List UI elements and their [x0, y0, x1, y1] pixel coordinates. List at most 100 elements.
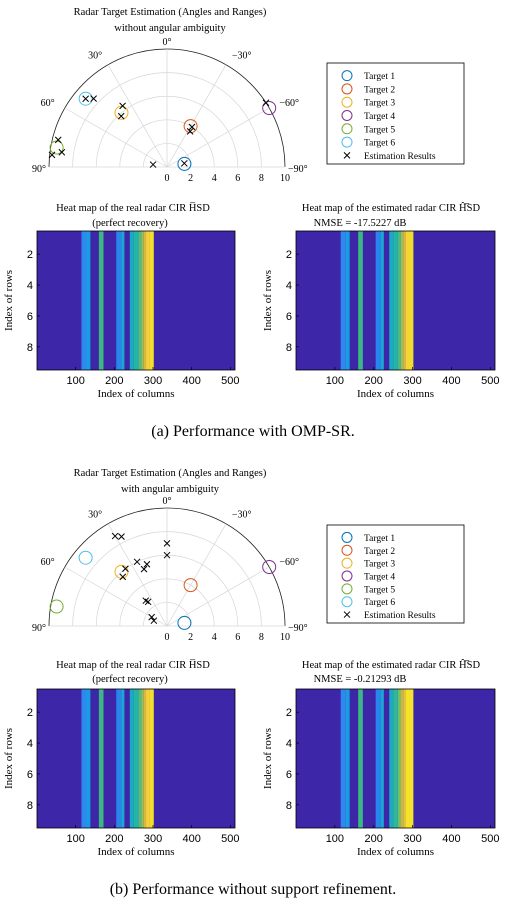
polar-chart-b: 0° 30° 60° 90° −30° −60° −90° 0 2 4 6 8 10	[32, 496, 308, 643]
y-tick-label: 6	[27, 769, 33, 781]
polar-chart-a: 0° 30° 60° 90° −30° −60° −90° 0 2 4 6 8 10	[32, 37, 308, 184]
polar-title-line2-a: without angular ambiguity	[114, 23, 226, 34]
heatmap-real-b: 100 200 300 400 500 2 4 6 8 Index of columns Index…	[3, 688, 240, 858]
estimate-marker	[144, 598, 152, 606]
legend-marker	[343, 611, 351, 618]
polar-theta-tick: −90°	[288, 164, 308, 175]
legend-marker	[341, 70, 353, 82]
heatmap-stripe	[143, 231, 147, 370]
y-tick-label: 6	[27, 311, 33, 323]
legend-marker	[341, 557, 353, 569]
panel-b: Radar Target Estimation (Angles and Rang…	[3, 468, 500, 898]
x-tick-label: 100	[66, 375, 84, 387]
legend-marker	[341, 531, 353, 543]
x-tick-label: 500	[481, 833, 499, 845]
y-tick-label: 2	[286, 707, 292, 719]
heatmap-stripe	[149, 231, 154, 370]
y-tick-label: 6	[286, 769, 292, 781]
heatmap-stripe	[403, 689, 406, 828]
heatmap-left-title-line2-b: (perfect recovery)	[92, 674, 168, 685]
legend-marker	[341, 96, 353, 108]
y-axis-label: Index of rows	[262, 728, 274, 789]
polar-theta-tick: 0°	[163, 37, 172, 48]
heatmap-stripe	[380, 689, 384, 828]
heatmap-right-title-line1-b: Heat map of the estimated radar CIR Ĥ̅SD	[302, 659, 481, 671]
caption-b: (b) Performance without support refineme…	[110, 881, 397, 898]
polar-spoke	[107, 523, 168, 627]
heatmap-stripe	[405, 231, 410, 370]
heatmap-right-title-line2-b: NMSE = -0.21293 dB	[314, 674, 407, 685]
estimate-marker	[54, 136, 62, 144]
polar-theta-tick: −30°	[232, 51, 252, 62]
estimate-marker	[118, 533, 125, 540]
heatmap-stripe	[146, 231, 150, 370]
legend-label: Target 6	[364, 598, 395, 608]
x-tick-label: 500	[221, 375, 239, 387]
legend-marker	[343, 152, 351, 159]
heatmap-stripe	[400, 689, 404, 828]
target-marker	[78, 91, 93, 106]
y-tick-label: 4	[27, 738, 33, 750]
estimate-marker	[142, 597, 150, 605]
polar-r-tick: 4	[212, 632, 217, 643]
target-marker	[183, 578, 198, 593]
estimate-marker	[119, 102, 126, 110]
x-axis-label: Index of columns	[98, 846, 175, 858]
legend-label: Target 2	[364, 547, 395, 557]
legend-marker	[341, 570, 353, 582]
polar-theta-tick: −60°	[279, 98, 299, 109]
legend-marker	[341, 544, 353, 556]
x-tick-label: 200	[105, 375, 123, 387]
polar-r-tick: 8	[259, 173, 264, 184]
polar-r-tick: 6	[235, 632, 240, 643]
legend-marker	[341, 123, 353, 135]
y-tick-label: 2	[27, 249, 33, 261]
polar-theta-tick: 0°	[163, 496, 172, 507]
heatmap-stripe	[86, 689, 91, 828]
heatmap-stripe	[393, 689, 398, 828]
polar-r-tick: 0	[165, 632, 170, 643]
y-tick-label: 8	[27, 342, 33, 354]
x-tick-label: 300	[144, 375, 162, 387]
legend-label: Estimation Results	[364, 611, 436, 621]
heatmap-frame	[295, 230, 496, 371]
polar-r-tick: 0	[165, 173, 170, 184]
polar-r-tick: 10	[280, 632, 290, 643]
polar-r-tick: 2	[188, 632, 193, 643]
heatmap-stripe	[345, 231, 350, 370]
polar-theta-tick: 30°	[88, 510, 102, 521]
legend-label: Target 2	[364, 85, 395, 95]
heatmap-stripe	[141, 231, 144, 370]
estimate-marker	[119, 573, 127, 581]
y-tick-label: 6	[286, 311, 292, 323]
polar-title-line2-b: with angular ambiguity	[121, 484, 220, 495]
heatmap-stripe	[138, 231, 142, 370]
y-axis-label: Index of rows	[3, 270, 15, 331]
heatmap-stripe	[149, 689, 154, 828]
estimate-marker	[149, 161, 157, 168]
x-tick-label: 400	[183, 833, 201, 845]
estimate-marker	[163, 540, 171, 547]
legend-marker	[341, 110, 353, 121]
polar-r-tick: 4	[212, 173, 217, 184]
target-marker	[183, 119, 198, 134]
y-tick-label: 8	[27, 800, 33, 812]
heatmap-stripe	[393, 231, 398, 370]
polar-theta-tick: 90°	[32, 164, 46, 175]
estimate-marker	[188, 123, 196, 131]
heatmap-stripe	[138, 689, 142, 828]
x-tick-label: 100	[326, 375, 344, 387]
estimate-marker	[82, 95, 89, 103]
x-tick-label: 400	[183, 375, 201, 387]
polar-theta-tick: 90°	[32, 623, 46, 634]
legend-label: Target 5	[364, 125, 395, 135]
estimate-marker	[262, 99, 270, 107]
legend-label: Target 3	[364, 560, 395, 570]
legend-label: Estimation Results	[364, 152, 436, 162]
y-axis-label: Index of rows	[3, 728, 15, 789]
heatmap-stripe	[146, 689, 150, 828]
estimate-marker	[117, 112, 125, 120]
x-axis-label: Index of columns	[357, 388, 434, 400]
heatmap-real-a: 100 200 300 400 500 2 4 6 8 Index of columns Index…	[3, 230, 240, 400]
